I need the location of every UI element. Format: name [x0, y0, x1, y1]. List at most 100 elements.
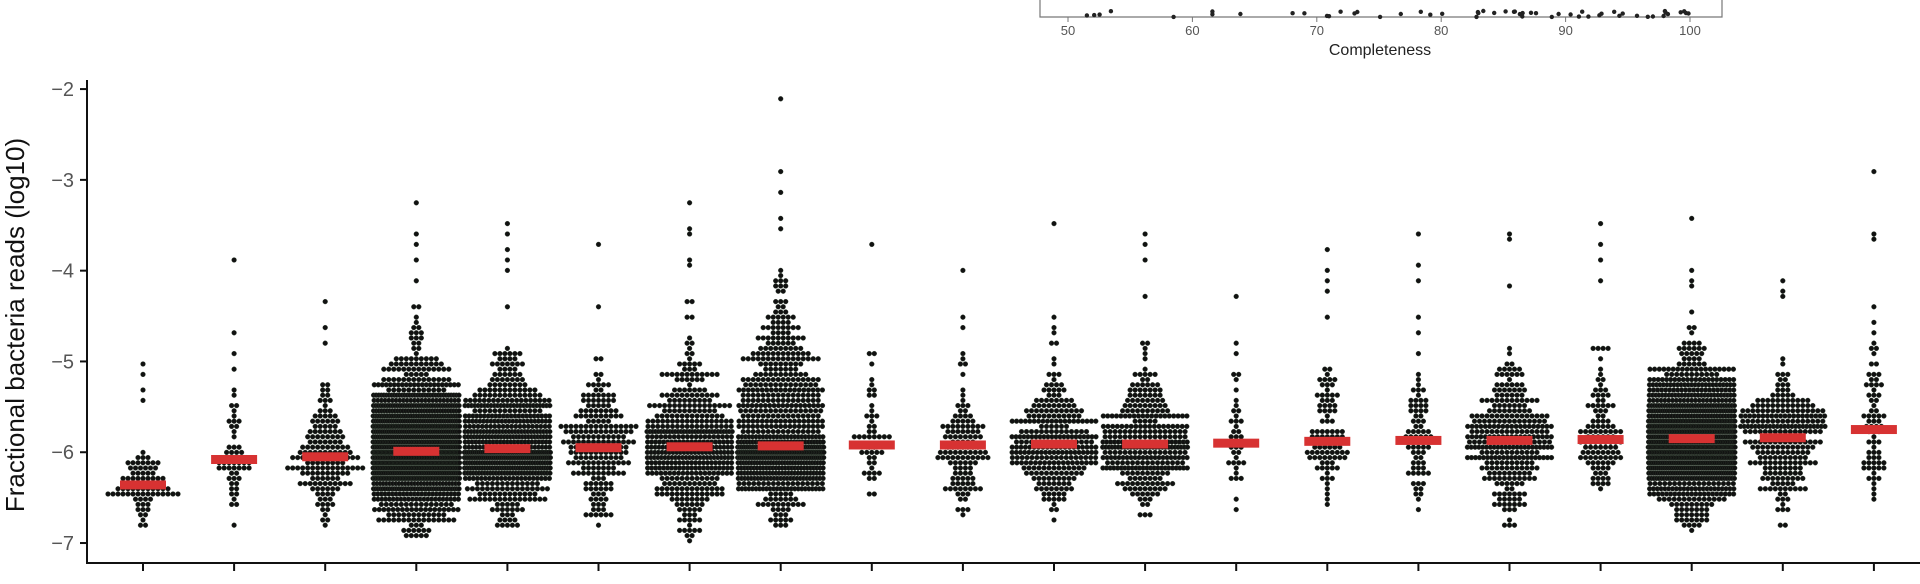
data-point — [234, 501, 240, 508]
data-point — [1595, 397, 1601, 404]
data-point — [1535, 423, 1541, 430]
data-point — [623, 423, 629, 430]
data-point — [810, 418, 816, 424]
data-point — [590, 418, 597, 424]
data-point — [671, 481, 678, 487]
data-point — [411, 387, 417, 393]
data-point — [593, 429, 599, 435]
data-point — [666, 481, 673, 487]
data-point — [1521, 418, 1528, 424]
data-point — [310, 418, 316, 424]
data-point — [1491, 387, 1498, 393]
data-point — [532, 491, 538, 497]
data-point — [970, 455, 976, 461]
data-point — [804, 481, 811, 487]
data-point — [1656, 366, 1662, 372]
data-point — [1147, 387, 1153, 393]
data-point — [1324, 247, 1330, 253]
data-point — [784, 403, 790, 409]
data-point — [1519, 465, 1525, 471]
data-point — [724, 470, 730, 476]
data-point — [965, 423, 971, 430]
data-point — [1597, 429, 1604, 435]
data-point — [1415, 470, 1422, 476]
data-point — [861, 434, 867, 440]
data-point — [1469, 429, 1475, 435]
data-point — [1699, 351, 1705, 357]
data-point — [775, 397, 781, 404]
data-point — [1691, 325, 1697, 331]
data-point — [1179, 413, 1186, 419]
data-point — [1013, 418, 1020, 424]
data-point — [403, 371, 409, 378]
data-point — [783, 522, 789, 528]
data-point — [1058, 486, 1065, 492]
data-point — [800, 481, 806, 487]
data-point — [955, 403, 961, 409]
data-point — [499, 361, 506, 367]
data-point — [1058, 382, 1065, 388]
data-point — [674, 501, 680, 508]
data-point — [502, 387, 508, 393]
data-point — [1129, 397, 1136, 404]
data-point — [684, 501, 690, 508]
data-point — [699, 501, 705, 508]
data-point — [147, 465, 154, 471]
data-point — [1676, 361, 1682, 367]
data-point — [1519, 413, 1525, 419]
data-point — [1506, 387, 1513, 393]
data-point — [315, 491, 321, 497]
data-point — [1142, 392, 1148, 398]
data-point — [598, 455, 604, 461]
data-point — [815, 429, 821, 435]
data-point — [320, 382, 326, 388]
data-point — [1053, 408, 1060, 414]
data-point — [1041, 491, 1047, 497]
data-point — [1479, 465, 1485, 471]
data-point — [1514, 382, 1520, 388]
data-point — [226, 475, 232, 482]
data-point — [1084, 444, 1090, 450]
data-point — [1159, 397, 1166, 404]
data-point — [1048, 340, 1055, 346]
data-point — [765, 392, 771, 398]
data-point — [1676, 345, 1682, 352]
data-point — [160, 475, 166, 482]
data-point — [681, 403, 688, 409]
data-point — [1147, 429, 1153, 435]
data-point — [1714, 371, 1720, 378]
data-point — [426, 366, 432, 372]
data-point — [1124, 481, 1131, 487]
data-point — [1152, 434, 1158, 440]
data-point — [1100, 413, 1106, 419]
data-point — [573, 423, 579, 430]
data-point — [748, 382, 754, 388]
data-point — [1137, 423, 1144, 430]
data-point — [1509, 465, 1515, 471]
data-point — [689, 314, 695, 320]
data-point — [436, 507, 443, 513]
data-point — [411, 340, 417, 346]
data-point — [1105, 413, 1111, 419]
data-point — [519, 361, 526, 367]
data-point — [696, 361, 703, 367]
data-point — [679, 475, 685, 482]
data-point — [1048, 429, 1055, 435]
inset-point — [1338, 9, 1343, 14]
data-point — [1142, 475, 1148, 482]
data-point — [755, 429, 761, 435]
data-point — [1494, 481, 1500, 487]
data-point — [1154, 481, 1161, 487]
data-point — [610, 434, 617, 440]
data-point — [1324, 429, 1330, 435]
data-point — [813, 408, 819, 414]
data-point — [1517, 423, 1524, 430]
data-point — [955, 429, 961, 435]
inset-point — [1686, 11, 1691, 16]
data-point — [674, 496, 680, 502]
data-point — [646, 403, 653, 409]
data-point — [512, 382, 518, 388]
data-point — [1332, 377, 1338, 383]
data-point — [231, 522, 237, 528]
data-point — [753, 408, 759, 414]
